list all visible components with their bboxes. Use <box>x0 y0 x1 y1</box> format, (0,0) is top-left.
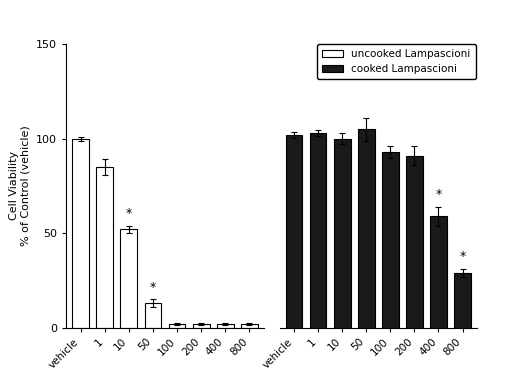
Bar <box>310 133 326 328</box>
Text: *: * <box>435 188 441 201</box>
Bar <box>430 216 447 328</box>
Text: *: * <box>126 207 132 220</box>
Bar <box>406 156 423 328</box>
Bar <box>120 229 137 328</box>
Bar <box>217 324 234 328</box>
Y-axis label: Cell Viability
% of Control (vehicle): Cell Viability % of Control (vehicle) <box>9 125 31 246</box>
Bar <box>454 273 471 328</box>
Bar <box>358 129 375 328</box>
Bar <box>145 303 161 328</box>
Bar <box>72 139 89 328</box>
Bar <box>334 139 350 328</box>
Text: *: * <box>460 250 466 263</box>
Bar <box>169 324 185 328</box>
Bar <box>382 152 399 328</box>
Bar <box>193 324 209 328</box>
Legend: uncooked Lampascioni, cooked Lampascioni: uncooked Lampascioni, cooked Lampascioni <box>317 44 476 79</box>
Bar <box>241 324 258 328</box>
Bar <box>96 167 113 328</box>
Text: *: * <box>150 280 156 294</box>
Bar <box>286 135 303 328</box>
